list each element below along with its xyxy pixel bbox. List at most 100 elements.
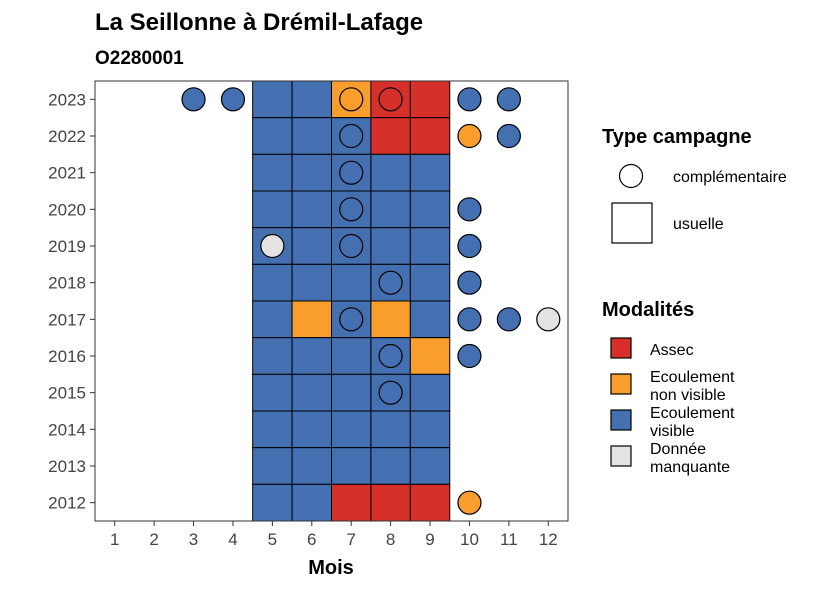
- legend-label-ecoulement-visible-2: visible: [650, 423, 695, 440]
- y-tick-label-2022: 2022: [48, 127, 86, 146]
- y-tick-label-2020: 2020: [48, 200, 86, 219]
- x-tick-label-10: 10: [460, 530, 479, 549]
- tile-2023-5: [252, 80, 293, 119]
- tile-2013-7: [331, 447, 372, 485]
- legend-label-ecoulement-non-visible-1: Ecoulement: [650, 369, 735, 386]
- tile-2021-5: [252, 153, 293, 192]
- y-tick-label-2017: 2017: [48, 310, 86, 329]
- tile-2017-9: [409, 300, 451, 339]
- tile-2014-8: [370, 410, 411, 449]
- y-tick-label-2018: 2018: [48, 274, 86, 293]
- legend-swatch-assec: [610, 337, 632, 359]
- legend-complementaire-label: complémentaire: [673, 169, 787, 186]
- point-2019-10: [457, 233, 482, 259]
- tile-2018-5: [252, 263, 293, 302]
- y-tick-label-2012: 2012: [48, 494, 86, 513]
- usuelle-tiles: [252, 80, 451, 522]
- x-tick-label-8: 8: [386, 530, 395, 549]
- point-2023-8: [378, 87, 403, 112]
- y-tick-label-2013: 2013: [48, 457, 86, 476]
- legend-usuelle-symbol: [611, 202, 653, 244]
- tile-2021-8: [370, 153, 411, 192]
- tile-2016-9: [409, 337, 451, 375]
- tile-2014-9: [409, 410, 451, 449]
- tile-2019-9: [409, 227, 451, 265]
- tile-2013-6: [291, 447, 333, 485]
- tile-2020-8: [370, 190, 411, 229]
- point-2017-7: [339, 307, 364, 332]
- y-tick-label-2023: 2023: [48, 90, 86, 109]
- point-2017-11: [496, 307, 521, 332]
- legend-usuelle-label: usuelle: [673, 216, 724, 233]
- legend-modalites-title: Modalités: [602, 299, 694, 321]
- tile-2012-6: [291, 483, 333, 522]
- tile-2018-7: [331, 263, 372, 302]
- y-tick-label-2016: 2016: [48, 347, 86, 366]
- tile-2020-9: [409, 190, 451, 229]
- tile-2022-7: [331, 117, 372, 155]
- tile-2015-9: [409, 373, 451, 412]
- point-2015-8: [378, 380, 403, 405]
- x-tick-label-7: 7: [346, 530, 355, 549]
- x-tick-label-11: 11: [500, 530, 518, 549]
- point-2021-7: [339, 160, 364, 185]
- tile-2012-7: [331, 483, 372, 522]
- tile-2016-6: [291, 337, 333, 375]
- point-2012-10: [457, 490, 482, 515]
- x-tick-label-2: 2: [149, 530, 158, 549]
- point-2016-10: [457, 343, 482, 369]
- point-2017-12: [536, 307, 561, 332]
- x-tick-label-1: 1: [110, 530, 119, 549]
- point-2023-10: [457, 87, 482, 112]
- legend-type-campagne: Type campagne complémentaire usuelle: [602, 126, 787, 244]
- tile-2014-7: [331, 410, 372, 449]
- point-2020-7: [339, 197, 364, 222]
- tile-2018-9: [409, 263, 451, 302]
- y-tick-label-2021: 2021: [48, 164, 86, 183]
- tile-2019-6: [291, 227, 333, 265]
- tile-2013-5: [252, 447, 293, 485]
- point-2022-7: [339, 123, 364, 149]
- x-tick-label-5: 5: [268, 530, 277, 549]
- tile-2014-5: [252, 410, 293, 449]
- tile-2015-6: [291, 373, 333, 412]
- legend-label-assec: Assec: [650, 342, 694, 359]
- tile-2019-8: [370, 227, 411, 265]
- tile-2022-8: [370, 117, 411, 155]
- legend-swatch-ecoulement-visible: [610, 409, 632, 431]
- x-tick-label-9: 9: [425, 530, 434, 549]
- tile-2023-6: [291, 80, 333, 119]
- x-tick-label-12: 12: [539, 530, 558, 549]
- tile-2013-8: [370, 447, 411, 485]
- y-tick-label-2014: 2014: [48, 420, 86, 439]
- point-2017-10: [457, 307, 482, 332]
- point-2020-10: [457, 197, 482, 222]
- legend-swatch-ecoulement-non-visible: [610, 373, 632, 395]
- point-2018-10: [457, 270, 482, 295]
- panel-border: [94, 80, 569, 522]
- x-axis: 1 2 3 4 5 6 7 8 9 10 11 12: [110, 521, 558, 549]
- tile-2020-6: [291, 190, 333, 229]
- point-2019-7: [339, 233, 364, 259]
- tile-2015-7: [331, 373, 372, 412]
- chart-title: La Seillonne à Drémil-Lafage: [95, 9, 423, 36]
- legend-complementaire-symbol: [618, 163, 644, 189]
- tile-2012-5: [252, 483, 293, 522]
- y-tick-label-2019: 2019: [48, 237, 86, 256]
- tile-2012-8: [370, 483, 411, 522]
- x-axis-title: Mois: [308, 557, 354, 579]
- tile-2013-9: [409, 447, 451, 485]
- legend-swatch-donn-e-manquante: [610, 445, 632, 467]
- tile-2016-7: [331, 337, 372, 375]
- point-2023-7: [339, 87, 364, 112]
- legend-label-donn-e-manquante-1: Donnée: [650, 441, 706, 458]
- tile-2020-5: [252, 190, 293, 229]
- tile-2016-5: [252, 337, 293, 375]
- point-2023-3: [181, 87, 206, 112]
- complementaire-points: [181, 87, 561, 515]
- legend-label-ecoulement-visible-1: Ecoulement: [650, 405, 735, 422]
- tile-2017-5: [252, 300, 293, 339]
- tile-2023-9: [409, 80, 451, 119]
